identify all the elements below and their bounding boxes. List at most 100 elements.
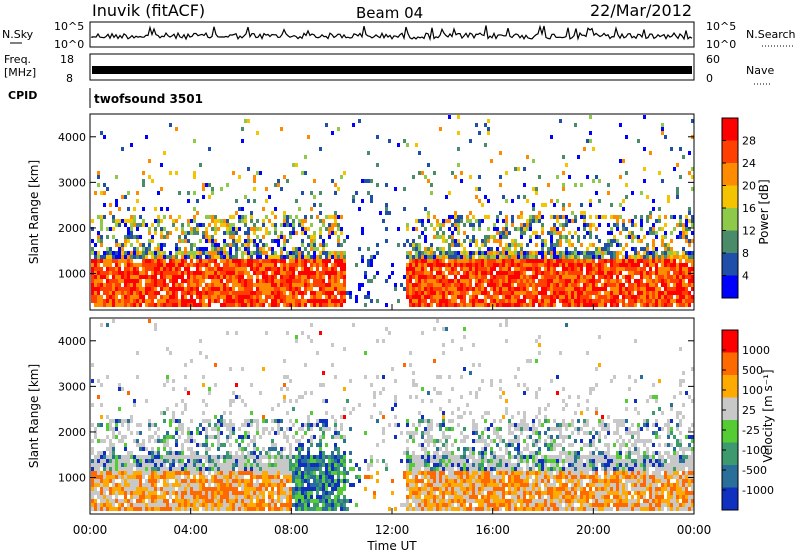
power-cell — [208, 299, 211, 303]
power-cell — [592, 179, 595, 183]
power-cell — [526, 287, 529, 291]
power-cell — [475, 239, 478, 243]
power-cell — [502, 291, 505, 295]
power-cell — [322, 303, 325, 307]
power-cell — [322, 267, 325, 271]
power-cell — [259, 247, 262, 251]
power-cell — [586, 263, 589, 267]
power-cell — [643, 167, 646, 171]
power-cell — [460, 299, 463, 303]
velocity-cell — [274, 463, 277, 467]
power-cell — [436, 259, 439, 263]
velocity-cell — [322, 499, 325, 503]
velocity-cell — [211, 507, 214, 511]
velocity-cell — [334, 459, 337, 463]
power-cell — [664, 263, 667, 267]
power-cell — [667, 295, 670, 299]
velocity-cell — [271, 475, 274, 479]
power-cell — [196, 267, 199, 271]
power-cell — [463, 259, 466, 263]
velocity-cell — [295, 339, 298, 343]
power-cell — [334, 267, 337, 271]
power-cell — [616, 263, 619, 267]
velocity-cell — [109, 459, 112, 463]
velocity-cell — [274, 479, 277, 483]
power-cell — [232, 275, 235, 279]
velocity-cell — [199, 431, 202, 435]
power-cell — [211, 259, 214, 263]
power-cell — [655, 279, 658, 283]
velocity-cell — [205, 487, 208, 491]
velocity-cell — [265, 463, 268, 467]
velocity-cell — [265, 471, 268, 475]
power-cell — [241, 303, 244, 307]
power-cell — [166, 235, 169, 239]
power-cell — [487, 131, 490, 135]
power-cell — [154, 247, 157, 251]
power-cell — [442, 235, 445, 239]
velocity-cell — [97, 483, 100, 487]
velocity-cell — [265, 503, 268, 507]
velocity-cell — [199, 499, 202, 503]
velocity-cell — [172, 507, 175, 511]
power-cell — [556, 263, 559, 267]
velocity-cell — [268, 431, 271, 435]
velocity-cell — [190, 439, 193, 443]
power-cell — [487, 247, 490, 251]
velocity-cell — [250, 423, 253, 427]
velocity-cell — [283, 431, 286, 435]
velocity-cell — [298, 507, 301, 511]
power-cell — [685, 235, 688, 239]
velocity-cell — [136, 443, 139, 447]
power-cell — [493, 299, 496, 303]
power-cell — [523, 227, 526, 231]
power-cell — [298, 259, 301, 263]
velocity-cell — [115, 507, 118, 511]
power-cell — [301, 295, 304, 299]
power-cell — [235, 263, 238, 267]
power-cell — [211, 271, 214, 275]
velocity-cell — [298, 455, 301, 459]
velocity-cell — [139, 479, 142, 483]
power-cell — [655, 283, 658, 287]
power-cell — [514, 247, 517, 251]
power-cell — [661, 227, 664, 231]
power-cell — [517, 299, 520, 303]
power-cell — [301, 283, 304, 287]
power-cell — [286, 263, 289, 267]
velocity-cell — [112, 319, 115, 323]
power-cell — [229, 227, 232, 231]
power-cell — [535, 235, 538, 239]
velocity-cell — [100, 463, 103, 467]
power-cell — [571, 259, 574, 263]
power-cell — [601, 251, 604, 255]
velocity-cell — [280, 459, 283, 463]
velocity-cell — [112, 491, 115, 495]
velocity-cell — [289, 443, 292, 447]
velocity-cell — [214, 503, 217, 507]
velocity-cell — [277, 431, 280, 435]
power-cell — [169, 255, 172, 259]
velocity-cell — [286, 479, 289, 483]
power-cell — [670, 255, 673, 259]
power-cell — [439, 299, 442, 303]
power-cell — [343, 239, 346, 243]
power-cell — [607, 231, 610, 235]
power-cell — [556, 295, 559, 299]
power-cell — [130, 215, 133, 219]
power-cell — [262, 303, 265, 307]
power-cell — [289, 295, 292, 299]
power-cell — [322, 271, 325, 275]
power-cell — [517, 263, 520, 267]
power-cell — [634, 235, 637, 239]
velocity-cell — [115, 423, 118, 427]
power-cell — [208, 259, 211, 263]
power-cell — [622, 223, 625, 227]
power-cell — [616, 291, 619, 295]
power-cell — [304, 227, 307, 231]
velocity-cell — [253, 443, 256, 447]
power-cell — [313, 255, 316, 259]
velocity-cell — [97, 495, 100, 499]
power-cell — [289, 291, 292, 295]
power-cell — [265, 267, 268, 271]
